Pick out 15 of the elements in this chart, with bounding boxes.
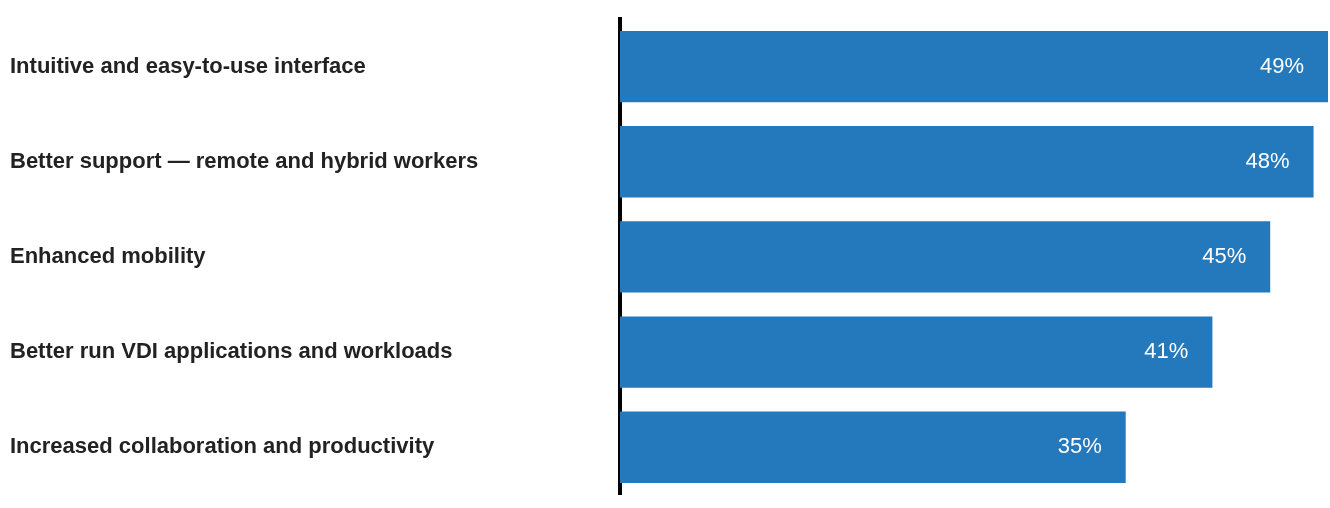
bar	[620, 411, 1126, 483]
data-label: 41%	[1144, 338, 1189, 364]
bar	[620, 316, 1213, 388]
y-tick-label: Enhanced mobility	[10, 242, 207, 268]
y-tick-label: Intuitive and easy-to-use interface	[10, 52, 366, 78]
y-tick-label: Better support — remote and hybrid workers	[10, 147, 479, 173]
data-label: 48%	[1245, 147, 1290, 173]
bar	[620, 221, 1271, 293]
data-label: 45%	[1202, 242, 1247, 268]
bar	[620, 126, 1314, 198]
y-tick-label: Increased collaboration and productivity	[10, 433, 435, 459]
y-tick-label: Better run VDI applications and workloads	[10, 338, 453, 364]
data-label: 35%	[1057, 433, 1102, 459]
bar	[620, 30, 1328, 103]
data-label: 49%	[1259, 52, 1304, 78]
